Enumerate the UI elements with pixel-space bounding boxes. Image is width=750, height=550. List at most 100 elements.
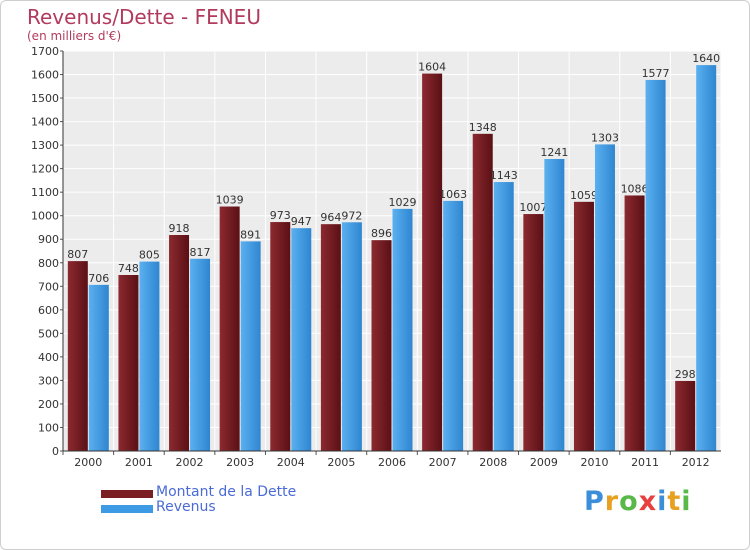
data-label: 1007: [519, 201, 547, 214]
legend-swatch-dette: [101, 490, 153, 498]
y-tick-label: 800: [38, 257, 59, 270]
data-label: 896: [371, 227, 392, 240]
bar-revenus: [341, 222, 362, 451]
y-tick-label: 1600: [31, 69, 59, 82]
bar-dette: [523, 214, 544, 451]
data-label: 1029: [389, 196, 417, 209]
chart-subtitle: (en milliers d'€): [27, 29, 122, 43]
data-label: 1241: [540, 146, 568, 159]
bar-revenus: [645, 79, 666, 452]
bar-dette: [675, 380, 696, 451]
x-tick-label: 2000: [74, 456, 102, 469]
y-tick-label: 1400: [31, 116, 59, 129]
bar-revenus: [696, 65, 717, 451]
data-label: 706: [88, 272, 109, 285]
y-tick-label: 1700: [31, 45, 59, 58]
legend-label-dette: Montant de la Dette: [156, 484, 297, 500]
bar-dette: [219, 206, 240, 451]
logo-letter: P: [584, 486, 605, 517]
x-tick-label: 2002: [176, 456, 204, 469]
y-tick-label: 1000: [31, 210, 59, 223]
bar-revenus: [291, 228, 312, 451]
bar-revenus: [594, 144, 615, 452]
x-tick-label: 2003: [226, 456, 254, 469]
data-label: 947: [291, 215, 312, 228]
bar-revenus: [544, 159, 565, 451]
x-tick-label: 2008: [479, 456, 507, 469]
data-label: 1086: [621, 182, 649, 195]
data-label: 891: [240, 228, 261, 241]
data-label: 1640: [692, 52, 720, 65]
x-tick-label: 2011: [631, 456, 659, 469]
x-tick-label: 2007: [429, 456, 457, 469]
x-tick-label: 2006: [378, 456, 406, 469]
data-label: 972: [341, 209, 362, 222]
data-label: 1039: [216, 194, 244, 207]
y-tick-label: 1100: [31, 186, 59, 199]
y-tick-label: 1200: [31, 163, 59, 176]
y-tick-label: 1500: [31, 92, 59, 105]
data-label: 1063: [439, 188, 467, 201]
x-tick-label: 2001: [125, 456, 153, 469]
legend-label-revenus: Revenus: [156, 499, 216, 515]
x-tick-label: 2010: [580, 456, 608, 469]
data-label: 1143: [490, 169, 518, 182]
plot-area: [63, 51, 721, 451]
y-tick-label: 1300: [31, 139, 59, 152]
y-tick-label: 300: [38, 374, 59, 387]
data-label: 298: [675, 368, 696, 381]
data-label: 1059: [570, 189, 598, 202]
y-tick-label: 0: [52, 445, 59, 458]
data-label: 805: [139, 249, 160, 262]
bar-dette: [320, 224, 341, 451]
bar-dette: [118, 275, 139, 451]
x-tick-label: 2005: [327, 456, 355, 469]
bar-dette: [270, 222, 291, 451]
bar-revenus: [240, 241, 261, 451]
logo-letter: i: [657, 486, 668, 517]
data-label: 918: [169, 222, 190, 235]
data-label: 1303: [591, 131, 619, 144]
y-tick-label: 700: [38, 280, 59, 293]
logo-letter: x: [638, 486, 658, 517]
bar-dette: [422, 73, 443, 452]
bar-revenus: [443, 200, 464, 451]
bar-dette: [624, 195, 645, 451]
y-tick-label: 900: [38, 233, 59, 246]
y-tick-label: 100: [38, 421, 59, 434]
bar-dette: [67, 261, 88, 451]
bar-revenus: [139, 261, 160, 451]
bar-revenus: [88, 284, 109, 451]
y-tick-label: 200: [38, 398, 59, 411]
bar-dette: [472, 133, 493, 451]
x-tick-label: 2012: [682, 456, 710, 469]
y-tick-label: 400: [38, 351, 59, 364]
x-tick-label: 2004: [277, 456, 305, 469]
logo-letter: t: [667, 486, 682, 517]
data-label: 973: [270, 209, 291, 222]
bar-dette: [573, 201, 594, 451]
data-label: 748: [118, 262, 139, 275]
data-label: 1348: [469, 121, 497, 134]
bar-revenus: [392, 208, 413, 451]
bar-dette: [169, 235, 190, 451]
bar-revenus: [493, 182, 514, 451]
y-tick-label: 500: [38, 327, 59, 340]
data-label: 807: [67, 248, 88, 261]
data-label: 1604: [418, 61, 446, 74]
logo-letter: o: [619, 486, 639, 517]
data-label: 817: [190, 246, 211, 259]
legend-swatch-revenus: [101, 505, 153, 513]
y-tick-label: 600: [38, 304, 59, 317]
bar-dette: [371, 240, 392, 451]
logo-letter: r: [604, 486, 620, 517]
data-label: 964: [320, 211, 341, 224]
chart-title: Revenus/Dette - FENEU: [27, 5, 261, 29]
logo-letter: i: [681, 486, 692, 517]
data-label: 1577: [642, 67, 670, 80]
proxiti-logo: Proxiti: [584, 486, 692, 517]
bar-revenus: [190, 258, 211, 451]
x-tick-label: 2009: [530, 456, 558, 469]
